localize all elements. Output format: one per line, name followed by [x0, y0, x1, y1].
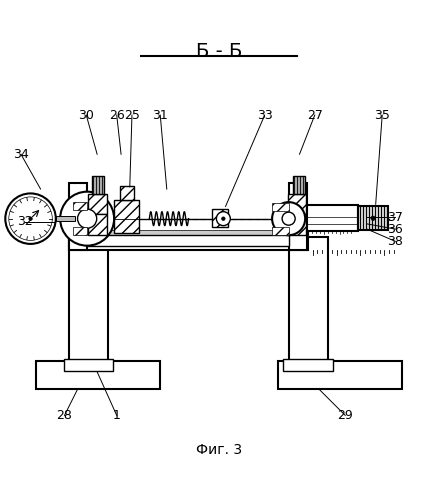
Circle shape	[78, 209, 97, 228]
Bar	[88, 194, 107, 214]
Circle shape	[371, 216, 375, 220]
Text: 38: 38	[387, 235, 403, 248]
Circle shape	[216, 212, 230, 226]
Bar	[114, 200, 139, 232]
Circle shape	[9, 197, 52, 240]
Circle shape	[29, 217, 32, 220]
Circle shape	[5, 194, 56, 244]
Bar	[289, 182, 307, 250]
Text: 32: 32	[18, 215, 33, 228]
Text: 35: 35	[374, 108, 390, 122]
Text: 36: 36	[387, 222, 403, 235]
Bar	[73, 202, 90, 235]
Text: 34: 34	[13, 148, 29, 161]
Text: Фиг. 3: Фиг. 3	[196, 443, 242, 457]
Circle shape	[222, 217, 225, 220]
Bar	[289, 237, 328, 361]
Circle shape	[60, 192, 114, 246]
Bar	[36, 361, 160, 390]
Bar	[288, 194, 306, 214]
Text: 28: 28	[57, 409, 72, 422]
Bar	[69, 230, 308, 235]
Bar	[283, 359, 333, 371]
Text: 25: 25	[124, 108, 140, 122]
Text: Б - Б: Б - Б	[196, 42, 242, 62]
Bar	[272, 227, 289, 235]
Bar	[69, 237, 108, 361]
Bar	[87, 235, 289, 246]
Text: 37: 37	[387, 211, 403, 224]
Bar	[56, 216, 75, 222]
Text: 1: 1	[113, 409, 120, 422]
Text: 29: 29	[337, 409, 353, 422]
Text: 26: 26	[109, 108, 124, 122]
Text: 31: 31	[152, 108, 168, 122]
Text: 27: 27	[307, 108, 323, 122]
Bar	[69, 182, 87, 250]
Bar	[69, 234, 308, 250]
Circle shape	[282, 212, 295, 225]
Bar	[293, 176, 305, 195]
Bar	[358, 206, 388, 230]
Bar	[88, 214, 107, 235]
Text: 33: 33	[257, 108, 272, 122]
Circle shape	[272, 202, 305, 235]
Bar	[120, 186, 134, 200]
Bar	[307, 205, 358, 232]
Bar	[288, 214, 306, 235]
Bar	[212, 209, 228, 228]
Bar	[92, 176, 104, 195]
Bar	[73, 227, 87, 235]
Bar	[73, 202, 87, 210]
Bar	[272, 203, 289, 211]
Bar	[278, 361, 402, 390]
Bar	[64, 359, 113, 371]
Text: 30: 30	[78, 108, 94, 122]
